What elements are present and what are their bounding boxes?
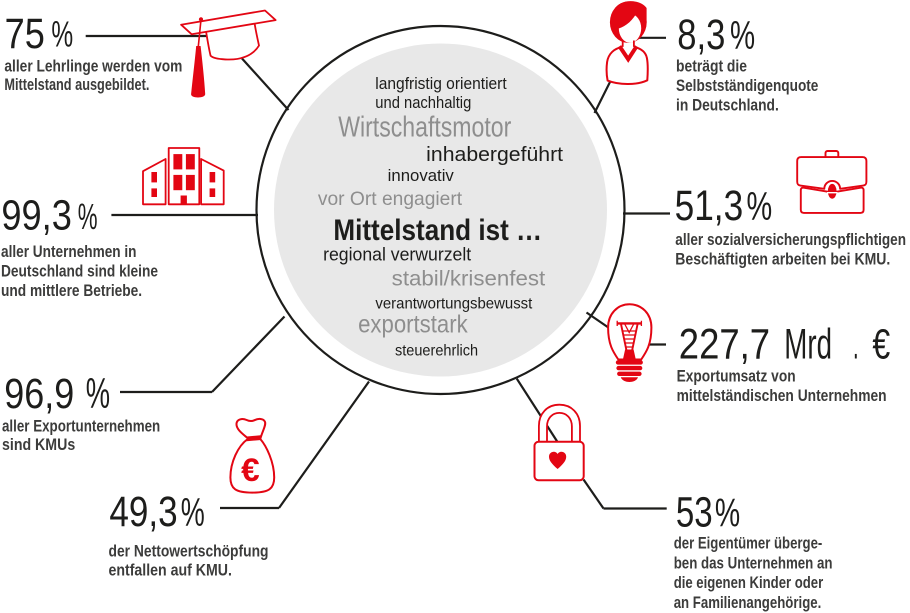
- svg-text:.: .: [853, 320, 859, 368]
- svg-text:€: €: [872, 320, 890, 368]
- svg-text:verantwortungsbewusst: verantwortungsbewusst: [375, 296, 532, 313]
- svg-text:Selbstständigenquote: Selbstständigenquote: [676, 77, 818, 95]
- svg-text:8,3: 8,3: [677, 11, 725, 59]
- svg-text:exportstark: exportstark: [358, 311, 468, 339]
- svg-text:innovativ: innovativ: [388, 167, 455, 185]
- svg-text:in Deutschland.: in Deutschland.: [676, 96, 779, 114]
- svg-text:sind KMUs: sind KMUs: [2, 436, 75, 454]
- svg-text:96,9: 96,9: [4, 370, 74, 418]
- svg-text:227,7: 227,7: [679, 320, 770, 368]
- svg-text:Wirtschaftsmotor: Wirtschaftsmotor: [338, 112, 512, 144]
- svg-text:Exportumsatz von: Exportumsatz von: [677, 368, 796, 386]
- svg-text:Mittelstand ist …: Mittelstand ist …: [333, 214, 542, 247]
- svg-text:€: €: [241, 452, 260, 488]
- svg-text:entfallen auf KMU.: entfallen auf KMU.: [109, 561, 232, 579]
- svg-text:%: %: [730, 14, 755, 58]
- svg-text:aller Exportunternehmen: aller Exportunternehmen: [2, 418, 160, 436]
- svg-text:51,3: 51,3: [675, 182, 744, 230]
- svg-text:steuerehrlich: steuerehrlich: [395, 342, 478, 359]
- svg-text:langfristig orientiert: langfristig orientiert: [375, 75, 507, 93]
- svg-text:Mittelstand ausgebildet.: Mittelstand ausgebildet.: [4, 76, 149, 94]
- svg-text:Mrd: Mrd: [784, 320, 832, 368]
- svg-text:vor Ort engagiert: vor Ort engagiert: [318, 188, 463, 210]
- svg-text:Beschäftigten arbeiten bei KMU: Beschäftigten arbeiten bei KMU.: [675, 250, 890, 268]
- svg-text:%: %: [181, 491, 205, 535]
- svg-text:%: %: [78, 196, 98, 237]
- svg-text:ben das Unternehmen an: ben das Unternehmen an: [674, 554, 833, 572]
- svg-text:%: %: [51, 14, 73, 55]
- svg-text:stabil/krisenfest: stabil/krisenfest: [392, 266, 546, 290]
- svg-text:%: %: [747, 185, 773, 229]
- svg-text:99,3: 99,3: [1, 192, 72, 240]
- svg-text:Deutschland sind kleine: Deutschland sind kleine: [1, 263, 158, 281]
- svg-text:und nachhaltig: und nachhaltig: [375, 94, 471, 112]
- svg-text:beträgt die: beträgt die: [676, 58, 747, 76]
- svg-text:regional verwurzelt: regional verwurzelt: [323, 245, 471, 265]
- svg-text:49,3: 49,3: [109, 488, 177, 536]
- svg-text:%: %: [715, 492, 740, 536]
- svg-text:an Familienangehörige.: an Familienangehörige.: [674, 594, 822, 612]
- svg-text:%: %: [86, 371, 110, 418]
- svg-text:inhabergeführt: inhabergeführt: [426, 143, 563, 166]
- svg-text:aller sozialversicherungspflic: aller sozialversicherungspflichtigen: [675, 231, 906, 249]
- svg-text:75: 75: [5, 10, 45, 58]
- svg-text:die eigenen Kinder oder: die eigenen Kinder oder: [674, 574, 824, 592]
- svg-text:der Eigentümer überge-: der Eigentümer überge-: [674, 535, 823, 553]
- svg-text:der Nettowertschöpfung: der Nettowertschöpfung: [109, 542, 269, 560]
- svg-text:mittelständischen Unternehmen: mittelständischen Unternehmen: [677, 387, 887, 405]
- svg-text:53: 53: [676, 489, 713, 537]
- svg-text:aller Unternehmen in: aller Unternehmen in: [1, 243, 137, 261]
- svg-text:und mittlere Betriebe.: und mittlere Betriebe.: [1, 282, 142, 300]
- svg-text:aller Lehrlinge werden vom: aller Lehrlinge werden vom: [4, 58, 182, 76]
